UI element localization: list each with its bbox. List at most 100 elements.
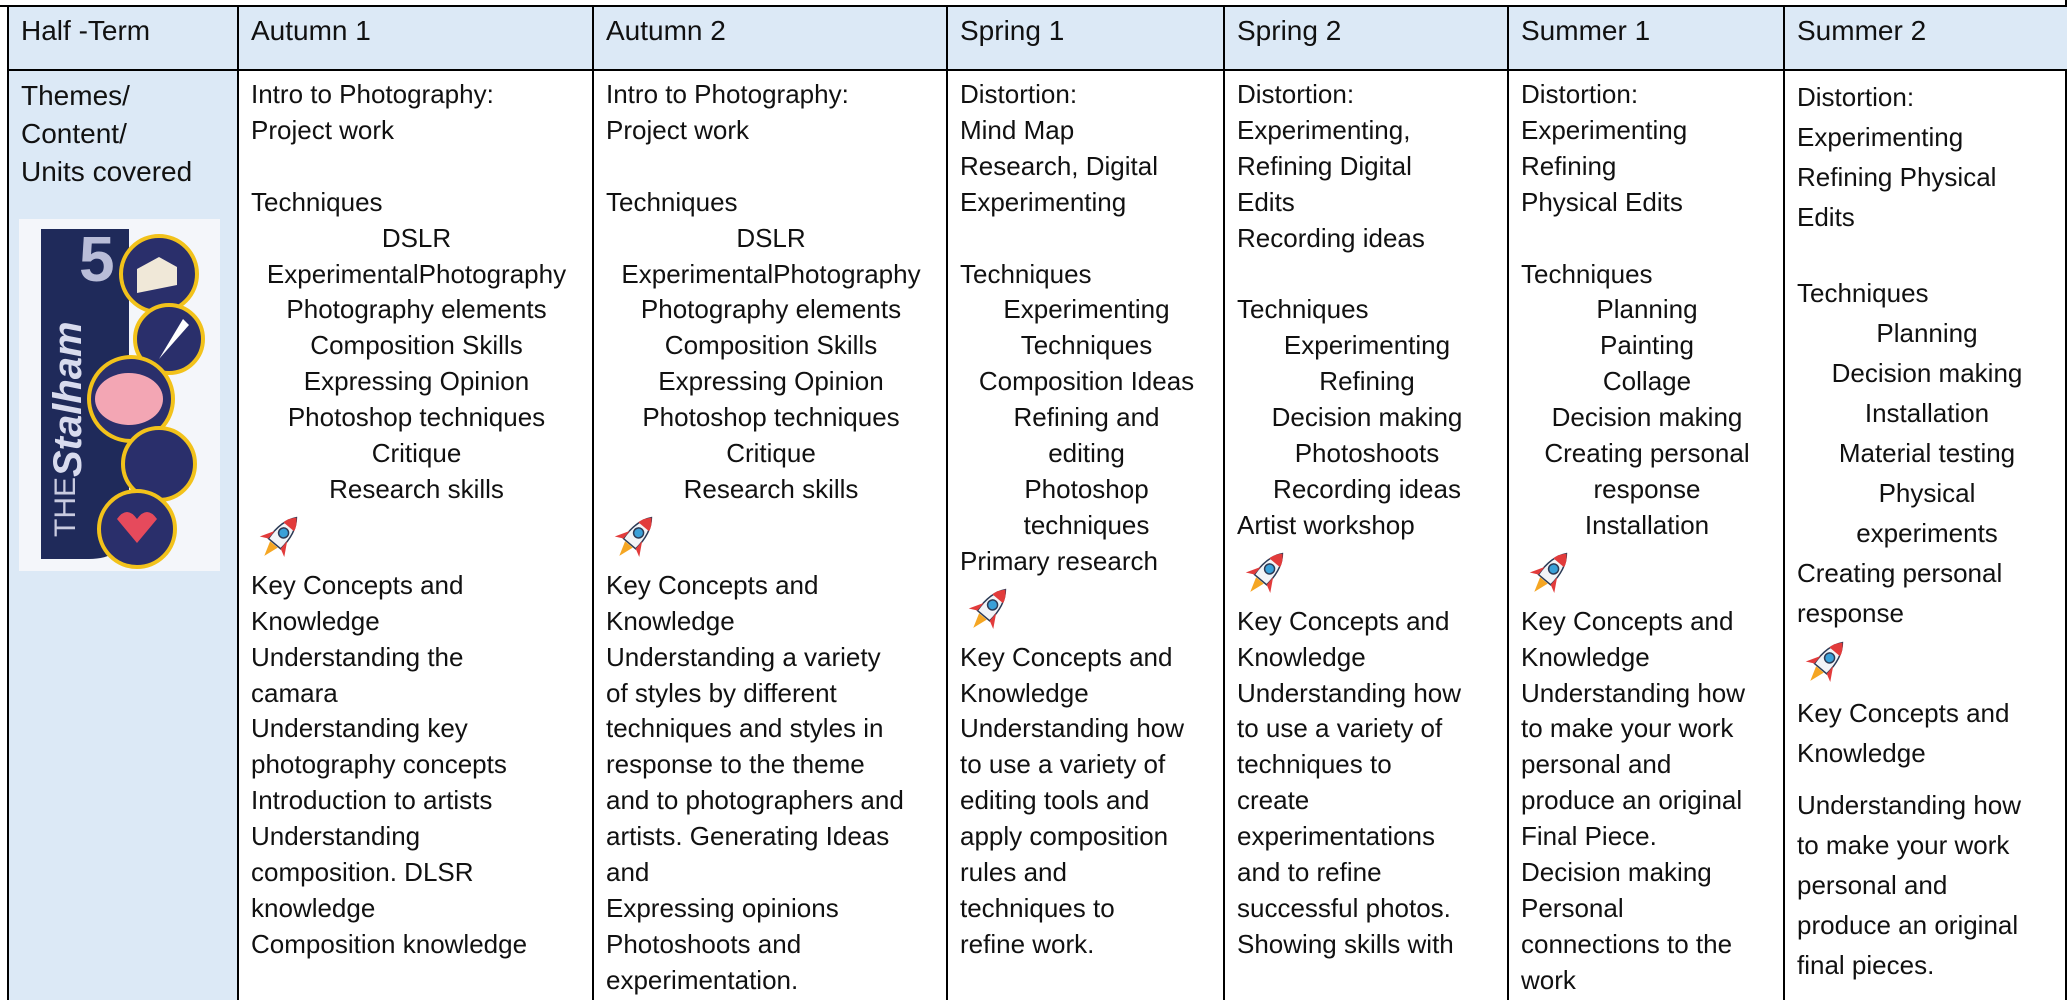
concept-line: Key Concepts and — [1521, 605, 1734, 636]
logo-name: Stalham — [46, 321, 90, 477]
header-text: Half -Term — [21, 15, 151, 46]
concept-line: Key Concepts and — [960, 641, 1173, 672]
intro-line: Project work — [606, 114, 750, 145]
extra-line: Artist workshop — [1237, 509, 1415, 540]
concept-line: Key Concepts and — [251, 569, 464, 600]
rocket-flame — [264, 541, 278, 556]
rocket — [1529, 552, 1568, 593]
technique-item: DSLR — [381, 222, 452, 253]
technique-item: Decision making — [1271, 402, 1463, 433]
concept-line: personal and — [1797, 869, 1948, 900]
extra-line: response — [1797, 597, 1904, 628]
concept-line: rules and — [960, 857, 1067, 888]
spacer — [960, 221, 1213, 257]
rocket-nose — [1829, 642, 1843, 657]
intro-line: Project work — [251, 114, 395, 145]
intro-line: Distortion: — [960, 79, 1078, 109]
concept-line: Final Piece. — [1521, 821, 1657, 852]
intro-line: Refining Physical — [1797, 162, 1997, 192]
concept-line: Understanding the — [251, 641, 464, 672]
technique-item: Experimenting — [1003, 294, 1170, 325]
header-text: Autumn 2 — [606, 15, 726, 46]
concept-line: photography concepts — [251, 749, 507, 780]
rocket-fins — [968, 602, 997, 629]
concept-line: techniques and styles in — [606, 713, 884, 744]
intro-line: Experimenting — [1797, 122, 1964, 152]
content-cell: Distortion: Mind Map Research, Digital Expe… — [946, 69, 1223, 1000]
rocket-nose — [638, 517, 652, 532]
concept-line: Showing skills with — [1237, 928, 1454, 959]
techniques-title: Techniques — [960, 258, 1092, 289]
concept-line: artists. Generating Ideas — [606, 821, 890, 852]
techniques-title: Techniques — [251, 186, 383, 217]
concept-line: apply composition — [960, 821, 1169, 852]
row-label: Units covered — [21, 156, 193, 187]
rocket-flame — [973, 612, 987, 628]
concept-line: experimentations — [1237, 821, 1435, 852]
rocket — [968, 588, 1007, 629]
logo-prefix: THE — [49, 477, 82, 537]
header-text: Spring 2 — [1237, 15, 1342, 46]
extra-line: Creating personal — [1797, 557, 2003, 588]
concept-line: and to refine — [1237, 857, 1382, 888]
rocket-nose — [283, 517, 297, 532]
techniques-title: Techniques — [1521, 258, 1653, 289]
header-cell: Summer 2 — [1783, 5, 2067, 69]
rocket-icon — [1529, 552, 1568, 593]
rocket-icon — [614, 516, 653, 557]
concept-line: refine work. — [960, 928, 1095, 959]
technique-item: Experimenting — [1283, 330, 1451, 361]
spacer — [1797, 773, 2057, 785]
rocket-nose — [1553, 553, 1567, 568]
intro-line: Mind Map — [960, 114, 1075, 145]
concept-line: techniques to — [960, 893, 1115, 924]
concept-line: techniques to — [1237, 749, 1392, 780]
concept-line: produce an original — [1797, 909, 2019, 940]
rocket-icon — [968, 588, 1007, 629]
rocket — [1245, 552, 1284, 593]
technique-item: Decision making — [1551, 402, 1743, 433]
technique-item: ExperimentalPhotography — [621, 258, 921, 289]
rocket — [614, 516, 653, 557]
concept-line: successful photos. — [1237, 893, 1451, 924]
technique-item: Photoshop techniques — [642, 402, 900, 433]
content-cell: Intro to Photography: Project work Techniq… — [237, 69, 592, 1000]
technique-item: Physical — [1878, 477, 1976, 508]
concept-line: produce an original — [1521, 785, 1743, 816]
rocket-flame — [1534, 576, 1548, 592]
rocket-fins — [259, 530, 288, 557]
rocket-flame — [1250, 576, 1264, 592]
header-cell: Half -Term — [7, 5, 237, 69]
techniques-title: Techniques — [606, 186, 738, 217]
intro-line: Edits — [1237, 186, 1295, 217]
rocket-window — [277, 527, 290, 539]
technique-item: Critique — [371, 438, 462, 469]
concept-line: Understanding how — [1237, 677, 1462, 708]
concept-line: response to the theme — [606, 749, 865, 780]
rocket-icon — [1805, 641, 1844, 682]
technique-item: Research skills — [329, 473, 504, 504]
concept-line: camara — [251, 677, 338, 708]
concept-line: Knowledge — [1237, 641, 1366, 672]
technique-item: Photography elements — [640, 294, 902, 325]
content-cell: Intro to Photography: Project work Techniq… — [592, 69, 946, 1000]
header-cell: Spring 2 — [1223, 5, 1507, 69]
concept-line: Key Concepts and — [606, 569, 819, 600]
header-cell: Autumn 2 — [592, 5, 946, 69]
header-text: Summer 2 — [1797, 15, 1927, 46]
logo-book — [137, 257, 177, 293]
concept-line: create — [1237, 785, 1310, 816]
header-text: Autumn 1 — [251, 15, 371, 46]
intro-line: Refining — [1521, 150, 1617, 181]
concept-line: Expressing opinions — [606, 893, 839, 924]
extra-line: Primary research — [960, 545, 1158, 576]
row-label: Themes/ — [21, 80, 130, 111]
concept-line: Knowledge — [606, 605, 735, 636]
intro-line: Distortion: — [1237, 79, 1355, 109]
concept-line: Understanding how — [1797, 789, 2022, 820]
rocket-window — [1823, 652, 1836, 664]
content-cell: Distortion: Experimenting Refining Physical… — [1507, 69, 1783, 1000]
rocket-fins — [614, 530, 643, 557]
technique-item: Refining and — [1013, 402, 1160, 433]
